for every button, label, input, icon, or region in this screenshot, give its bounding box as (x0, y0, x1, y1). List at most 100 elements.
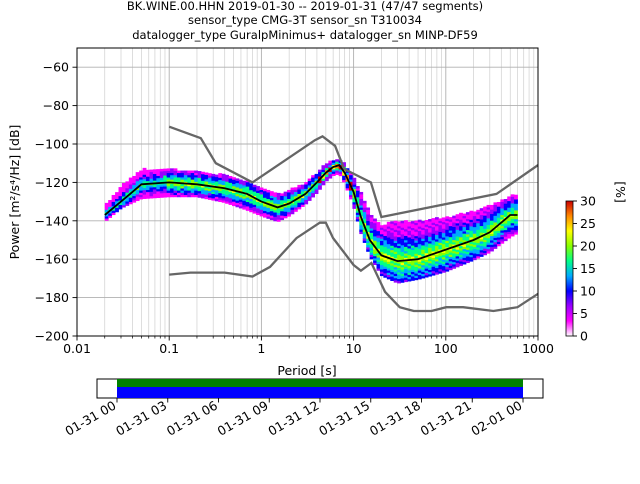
heatmap-cell (290, 189, 295, 193)
heatmap-cell (328, 173, 333, 177)
heatmap-cell (259, 213, 264, 217)
heatmap-cell (104, 216, 109, 219)
heatmap-cell (201, 173, 205, 177)
heatmap-cell (469, 232, 474, 236)
heatmap-cell (465, 231, 470, 235)
heatmap-cell (500, 241, 505, 244)
heatmap-cell (386, 224, 391, 227)
heatmap-cell (156, 175, 161, 179)
heatmap-cell (514, 216, 518, 220)
heatmap-cell (390, 278, 395, 281)
heatmap-cell (462, 259, 467, 263)
heatmap-cell (407, 221, 412, 225)
heatmap-cell (441, 257, 446, 260)
heatmap-cell (369, 232, 374, 236)
heatmap-cell (194, 179, 199, 182)
heatmap-cell (479, 216, 484, 220)
heatmap-cell (170, 190, 174, 193)
heatmap-cell (414, 233, 419, 237)
heatmap-cell (431, 224, 436, 228)
heatmap-cell (428, 221, 432, 224)
heatmap-cell (197, 188, 202, 192)
heatmap-cell (386, 252, 391, 256)
heatmap-cell (410, 265, 415, 268)
heatmap-cell (514, 203, 518, 207)
heatmap-cell (479, 225, 484, 229)
heatmap-cell (135, 198, 140, 202)
heatmap-cell (414, 231, 419, 234)
heatmap-cell (369, 243, 374, 247)
heatmap-cell (386, 263, 391, 267)
heatmap-cell (486, 207, 491, 210)
heatmap-cell (142, 181, 147, 184)
heatmap-cell (424, 261, 429, 265)
heatmap-cell (170, 174, 174, 178)
heatmap-cell (479, 247, 484, 251)
heatmap-cell (438, 227, 443, 230)
heatmap-cell (500, 223, 505, 227)
heatmap-cell (163, 173, 168, 176)
heatmap-cell (201, 184, 205, 188)
heatmap-cell (280, 210, 285, 214)
heatmap-cell (486, 233, 491, 237)
heatmap-cell (390, 230, 395, 233)
heatmap-cell (424, 239, 429, 243)
heatmap-cell (428, 274, 432, 277)
heatmap-cell (379, 256, 384, 259)
heatmap-cell (393, 238, 398, 241)
heatmap-cell (386, 228, 391, 231)
heatmap-cell (211, 182, 216, 186)
heatmap-cell (111, 197, 116, 200)
heatmap-cell (207, 173, 212, 176)
heatmap-cell (431, 229, 436, 232)
heatmap-cell (345, 172, 350, 176)
heatmap-cell (300, 202, 305, 205)
heatmap-cell (486, 224, 491, 228)
heatmap-cell (417, 243, 422, 247)
heatmap-cell (269, 213, 274, 216)
heatmap-cell (318, 187, 322, 190)
heatmap-cell (207, 179, 212, 183)
heatmap-cell (462, 228, 467, 232)
heatmap-cell (417, 263, 422, 267)
heatmap-cell (510, 220, 515, 224)
heatmap-cell (445, 269, 450, 272)
colorbar-tick-label: 0 (580, 329, 588, 344)
heatmap-cell (417, 248, 422, 251)
y-tick-label: −200 (35, 329, 69, 344)
heatmap-cell (204, 192, 209, 195)
heatmap-cell (173, 192, 178, 196)
heatmap-cell (146, 169, 150, 173)
colorbar-label: [%] (613, 181, 628, 203)
heatmap-cell (366, 249, 371, 252)
heatmap-cell (476, 229, 481, 233)
heatmap-cell (318, 180, 322, 184)
heatmap-cell (407, 270, 412, 273)
heatmap-cell (187, 174, 192, 178)
heatmap-cell (108, 202, 113, 205)
heatmap-cell (111, 212, 116, 216)
heatmap-cell (187, 183, 192, 187)
heatmap-cell (500, 230, 505, 233)
heatmap-cell (428, 227, 432, 231)
x-tick-label: 1 (257, 341, 265, 356)
heatmap-cell (201, 187, 205, 190)
heatmap-cell (266, 194, 271, 197)
heatmap-cell (496, 237, 501, 240)
heatmap-cell (159, 168, 164, 172)
heatmap-cell (507, 222, 512, 226)
heatmap-cell (373, 222, 377, 226)
heatmap-cell (455, 234, 460, 237)
heatmap-cell (407, 256, 412, 260)
heatmap-cell (393, 275, 398, 279)
heatmap-cell (448, 261, 453, 264)
heatmap-cell (252, 184, 257, 188)
heatmap-cell (214, 198, 219, 202)
heatmap-cell (163, 177, 168, 180)
y-tick-label: −180 (35, 290, 69, 305)
heatmap-cell (256, 192, 260, 196)
heatmap-cell (194, 188, 199, 191)
heatmap-cell (128, 188, 133, 192)
heatmap-cell (166, 190, 171, 193)
heatmap-cell (486, 218, 491, 221)
